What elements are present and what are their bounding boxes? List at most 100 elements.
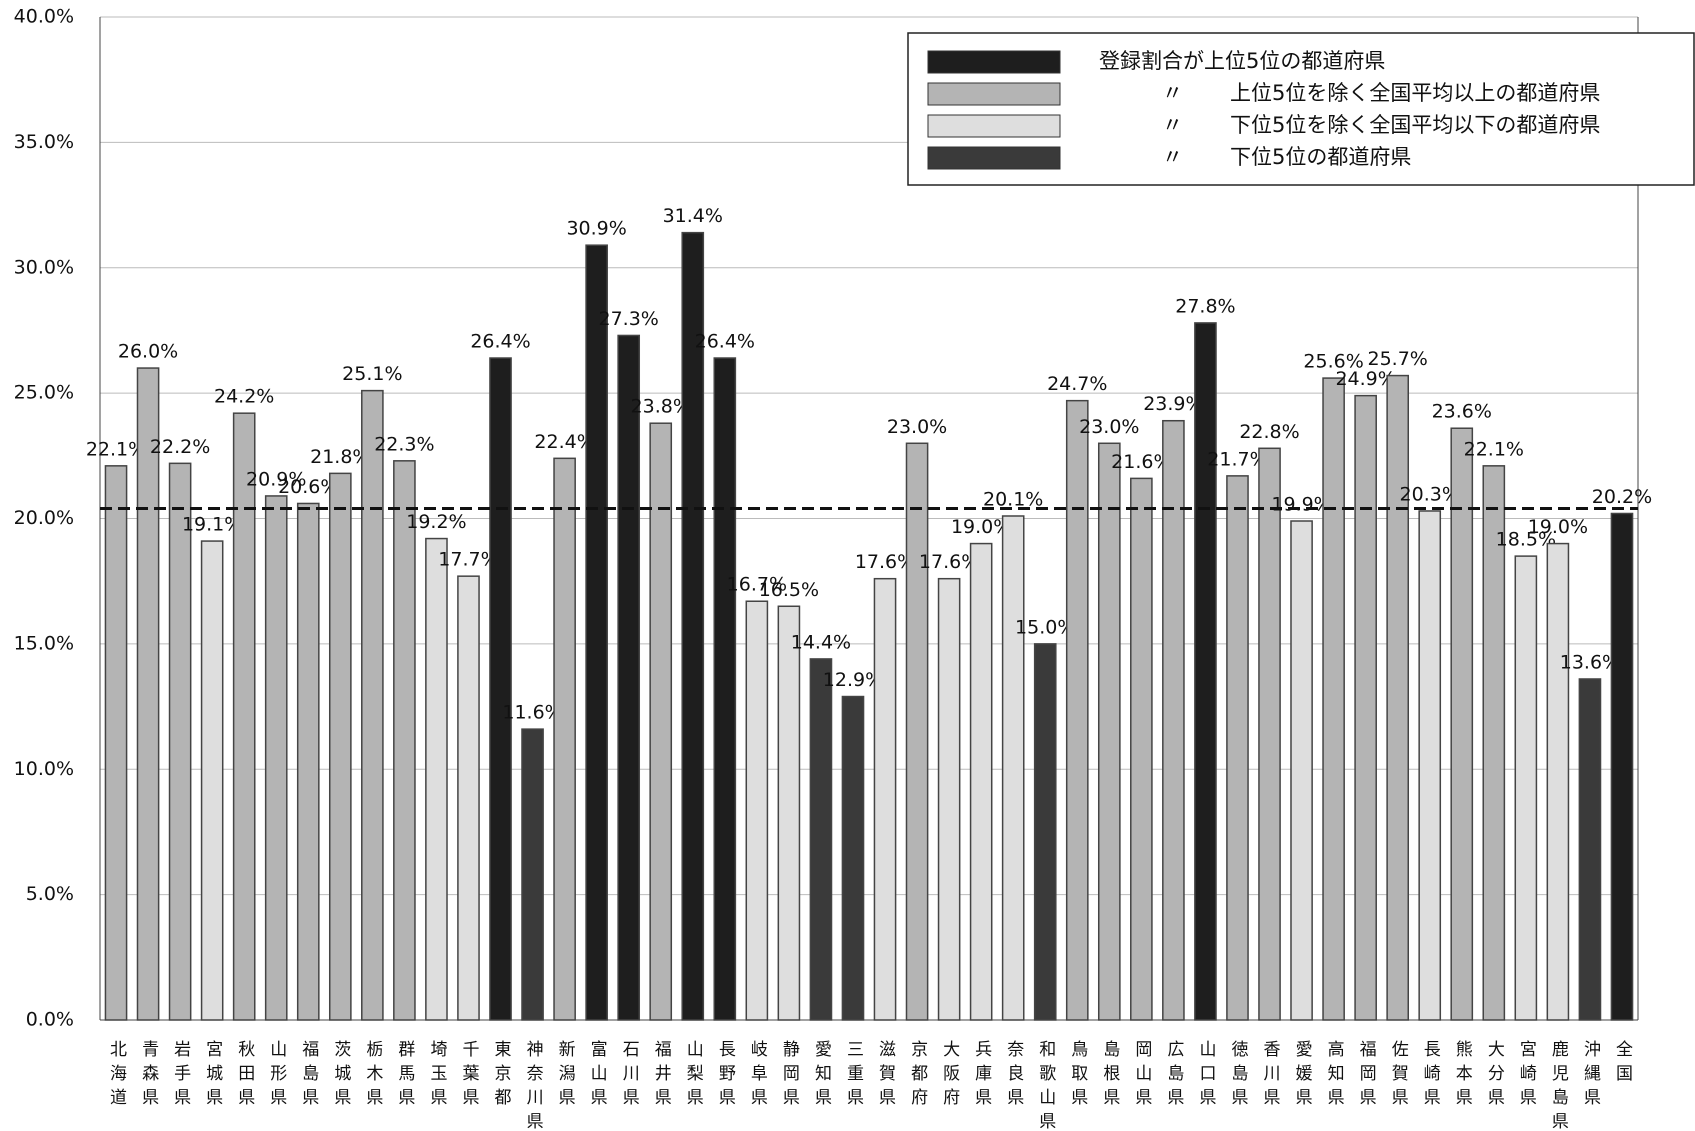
bar (809, 658, 833, 1021)
value-label: 23.6% (1432, 401, 1492, 423)
x-tick-label: 茨城県 (330, 1040, 351, 1112)
value-label: 26.0% (118, 341, 178, 363)
bar (232, 412, 256, 1021)
x-tick-label: 京都府 (907, 1040, 928, 1112)
bar (1418, 510, 1442, 1021)
value-label: 20.3% (1400, 483, 1460, 505)
value-label: 15.0% (1015, 616, 1075, 638)
x-tick-label: 千葉県 (458, 1040, 479, 1112)
y-tick-label: 10.0% (14, 758, 74, 780)
bar (1386, 374, 1410, 1021)
value-label: 20.9% (246, 468, 306, 490)
value-label: 21.8% (310, 446, 370, 468)
x-tick-label: 福島県 (298, 1040, 319, 1112)
bar (1290, 520, 1313, 1021)
x-tick-label: 高知県 (1324, 1040, 1345, 1112)
bar (1546, 542, 1570, 1021)
value-label: 17.7% (438, 549, 498, 571)
value-label: 19.0% (1528, 516, 1588, 538)
bar (1450, 427, 1474, 1021)
value-label: 16.7% (727, 574, 787, 596)
y-tick-label: 25.0% (14, 382, 74, 404)
value-label: 26.4% (695, 331, 755, 353)
x-tick-label: 北海道 (106, 1040, 127, 1112)
x-tick-label: 鹿児島県 (1548, 1040, 1569, 1131)
value-label: 23.8% (631, 396, 691, 418)
bar (873, 577, 897, 1021)
value-label: 16.5% (759, 579, 819, 601)
value-label: 18.5% (1496, 529, 1556, 551)
x-tick-label: 山梨県 (683, 1040, 704, 1112)
value-label: 12.9% (823, 669, 883, 691)
bar (1354, 394, 1377, 1021)
bar (617, 334, 641, 1021)
bar (489, 357, 512, 1021)
value-label: 22.4% (534, 431, 594, 453)
x-tick-label: 埼玉県 (426, 1040, 447, 1112)
legend-ditto: 〃 (1162, 113, 1183, 137)
x-tick-label: 広島県 (1163, 1040, 1184, 1112)
x-tick-label: 長野県 (715, 1040, 736, 1112)
x-tick-label: 愛媛県 (1292, 1040, 1313, 1112)
x-tick-label: 兵庫県 (971, 1040, 992, 1112)
y-tick-label: 0.0% (26, 1009, 74, 1031)
legend-label: 登録割合が上位5位の都道府県 (1099, 49, 1385, 73)
x-tick-label: 栃木県 (362, 1040, 383, 1112)
x-tick-label: 岩手県 (170, 1040, 191, 1112)
bar (168, 462, 192, 1021)
bar (777, 605, 801, 1021)
bar (905, 442, 929, 1021)
x-tick-label: 岡山県 (1131, 1040, 1152, 1112)
x-tick-label: 富山県 (587, 1040, 608, 1112)
bar (264, 495, 288, 1021)
bar (1578, 678, 1602, 1021)
bar (713, 357, 737, 1021)
bar (681, 231, 705, 1021)
x-tick-label: 奈良県 (1003, 1040, 1024, 1112)
value-label: 20.6% (278, 476, 338, 498)
y-tick-label: 5.0% (26, 883, 74, 905)
y-tick-label: 20.0% (14, 507, 74, 529)
bar (361, 389, 384, 1021)
y-tick-label: 30.0% (14, 256, 74, 278)
bar (200, 540, 224, 1021)
x-tick-label: 宮崎県 (1516, 1040, 1537, 1112)
y-tick-label: 15.0% (14, 632, 74, 654)
value-label: 20.2% (1592, 486, 1652, 508)
x-tick-label: 福岡県 (1356, 1040, 1377, 1112)
value-label: 23.0% (887, 416, 947, 438)
bar (1097, 442, 1121, 1021)
x-tick-label: 愛知県 (811, 1040, 832, 1112)
x-tick-label: 新潟県 (555, 1040, 576, 1112)
bar (1162, 419, 1185, 1021)
legend-label: 下位5位の都道府県 (1230, 145, 1411, 169)
x-tick-label: 青森県 (138, 1040, 159, 1112)
x-tick-label: 三重県 (843, 1040, 864, 1112)
bar (1130, 477, 1153, 1021)
value-label: 23.0% (1079, 416, 1139, 438)
x-tick-label: 岐阜県 (747, 1040, 768, 1112)
bar (425, 537, 448, 1021)
x-tick-label: 石川県 (619, 1040, 640, 1112)
bar (1194, 322, 1217, 1021)
bar (937, 577, 961, 1021)
bar (1482, 465, 1506, 1021)
value-label: 24.9% (1335, 368, 1395, 390)
value-label: 22.3% (374, 433, 434, 455)
bar (1226, 475, 1249, 1021)
legend-swatch (927, 50, 1061, 74)
value-label: 25.7% (1368, 348, 1428, 370)
value-label: 24.7% (1047, 373, 1107, 395)
bar (393, 460, 416, 1021)
bar (136, 367, 160, 1021)
value-label: 13.6% (1560, 651, 1620, 673)
value-label: 21.7% (1207, 448, 1267, 470)
x-tick-label: 沖縄県 (1580, 1040, 1601, 1112)
x-tick-label: 佐賀県 (1388, 1040, 1409, 1112)
value-label: 22.1% (1464, 438, 1524, 460)
bar (745, 600, 769, 1021)
y-tick-label: 40.0% (14, 6, 74, 28)
x-tick-label: 長崎県 (1420, 1040, 1441, 1112)
value-label: 22.2% (150, 436, 210, 458)
x-tick-label: 静岡県 (779, 1040, 800, 1112)
